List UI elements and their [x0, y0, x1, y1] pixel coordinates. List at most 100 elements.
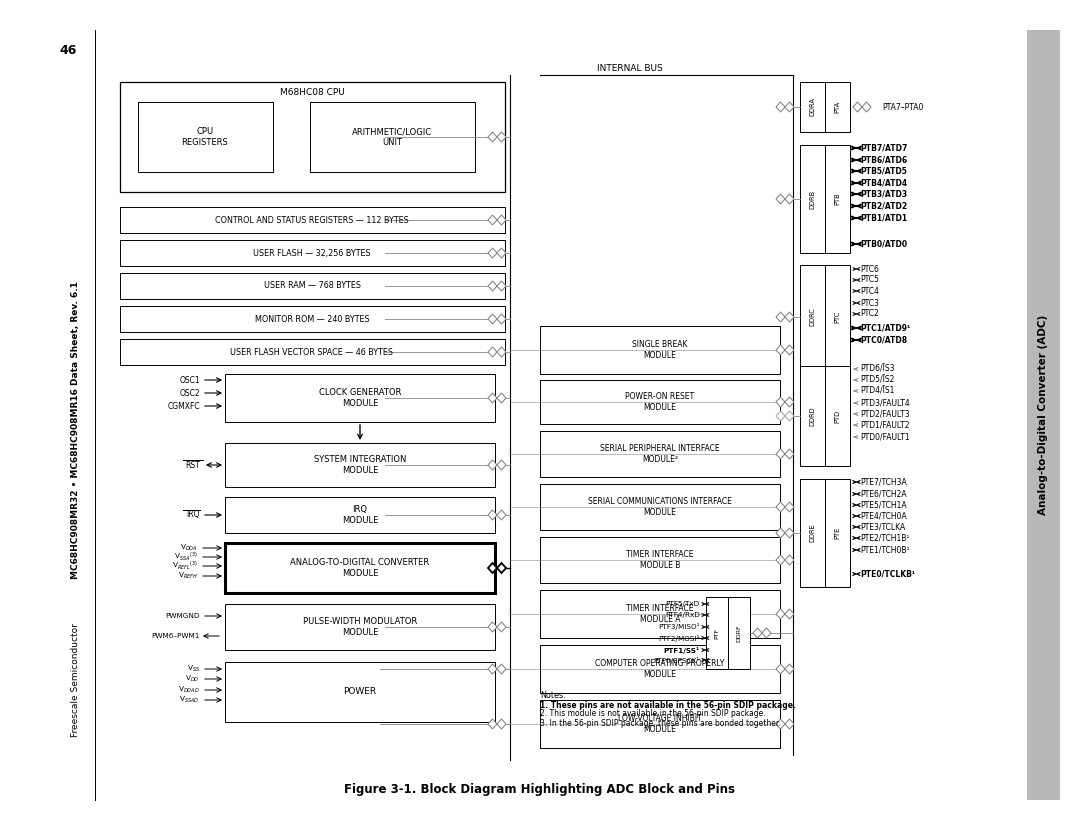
- Text: PTB5/ATD5: PTB5/ATD5: [860, 167, 907, 175]
- Polygon shape: [777, 411, 785, 421]
- Text: PTD2/FAULT3: PTD2/FAULT3: [860, 409, 909, 419]
- Bar: [225, 543, 495, 593]
- Text: PTC0/ATD8: PTC0/ATD8: [860, 335, 907, 344]
- Text: IRQ
MODULE: IRQ MODULE: [341, 505, 378, 525]
- Text: PTD1/FAULT2: PTD1/FAULT2: [860, 420, 909, 430]
- Text: PTA7–PTA0: PTA7–PTA0: [882, 103, 923, 112]
- Text: PTF4/RxD: PTF4/RxD: [665, 612, 700, 618]
- Bar: [540, 484, 780, 530]
- Text: V$_{REFH}$: V$_{REFH}$: [178, 571, 198, 581]
- Polygon shape: [497, 347, 507, 357]
- Bar: [120, 207, 505, 233]
- Polygon shape: [762, 628, 771, 638]
- Polygon shape: [488, 347, 497, 357]
- Text: V$_{REFL}$$^{(3)}$: V$_{REFL}$$^{(3)}$: [172, 560, 198, 572]
- Polygon shape: [777, 194, 785, 204]
- Bar: [800, 82, 825, 132]
- Polygon shape: [777, 449, 785, 459]
- Text: Notes:: Notes:: [540, 691, 566, 700]
- Text: PTD0/FAULT1: PTD0/FAULT1: [860, 433, 909, 441]
- Polygon shape: [785, 397, 794, 407]
- Polygon shape: [785, 502, 794, 512]
- Polygon shape: [785, 411, 794, 421]
- Text: PTE2/TCH1B¹: PTE2/TCH1B¹: [860, 534, 909, 542]
- Bar: [540, 700, 780, 748]
- Text: PTC: PTC: [834, 311, 840, 324]
- Text: PTB0/ATD0: PTB0/ATD0: [860, 239, 907, 249]
- Text: V$_{SS}$: V$_{SS}$: [187, 664, 200, 674]
- Polygon shape: [497, 664, 507, 674]
- Bar: [825, 366, 850, 466]
- Text: 1. These pins are not available in the 56-pin SDIP package.: 1. These pins are not available in the 5…: [540, 701, 796, 710]
- Text: 2. This module is not available in the 56-pin SDIP package.: 2. This module is not available in the 5…: [540, 710, 766, 719]
- Text: PULSE-WIDTH MODULATOR
MODULE: PULSE-WIDTH MODULATOR MODULE: [302, 617, 417, 636]
- Text: PTC2: PTC2: [860, 309, 879, 319]
- Text: IRQ: IRQ: [187, 510, 200, 520]
- Text: PTE: PTE: [834, 527, 840, 539]
- Text: USER RAM — 768 BYTES: USER RAM — 768 BYTES: [264, 282, 361, 290]
- Bar: [120, 306, 505, 332]
- Bar: [800, 145, 825, 253]
- Text: DDRD: DDRD: [809, 406, 815, 426]
- Polygon shape: [488, 393, 497, 403]
- Text: USER FLASH VECTOR SPACE — 46 BYTES: USER FLASH VECTOR SPACE — 46 BYTES: [230, 348, 393, 356]
- Text: ANALOG-TO-DIGITAL CONVERTER
MODULE: ANALOG-TO-DIGITAL CONVERTER MODULE: [291, 558, 430, 578]
- Text: 3. In the 56-pin SDIP package, these pins are bonded together.: 3. In the 56-pin SDIP package, these pin…: [540, 719, 781, 727]
- Polygon shape: [785, 194, 794, 204]
- Bar: [225, 662, 495, 722]
- Polygon shape: [497, 393, 507, 403]
- Text: CONTROL AND STATUS REGISTERS — 112 BYTES: CONTROL AND STATUS REGISTERS — 112 BYTES: [215, 215, 409, 224]
- Text: CPU
REGISTERS: CPU REGISTERS: [181, 128, 228, 147]
- Text: PTE4/TCH0A: PTE4/TCH0A: [860, 511, 907, 520]
- Polygon shape: [497, 460, 507, 470]
- Text: PTC4: PTC4: [860, 287, 879, 295]
- Bar: [540, 590, 780, 638]
- Text: PTF5/TxD: PTF5/TxD: [665, 601, 700, 607]
- Text: OSC1: OSC1: [179, 375, 200, 384]
- Polygon shape: [488, 215, 497, 225]
- Text: TIMER INTERFACE
MODULE B: TIMER INTERFACE MODULE B: [626, 550, 693, 570]
- Polygon shape: [785, 555, 794, 565]
- Text: CLOCK GENERATOR
MODULE: CLOCK GENERATOR MODULE: [319, 389, 401, 408]
- Polygon shape: [497, 719, 507, 729]
- Bar: [120, 339, 505, 365]
- Text: POWER: POWER: [343, 687, 377, 696]
- Text: V$_{SSAD}$: V$_{SSAD}$: [179, 695, 200, 705]
- Bar: [800, 265, 825, 370]
- Text: Analog-to-Digital Converter (ADC): Analog-to-Digital Converter (ADC): [1038, 315, 1048, 515]
- Text: DDRF: DDRF: [737, 624, 742, 642]
- Text: V$_{DDAD}$: V$_{DDAD}$: [178, 685, 200, 695]
- Polygon shape: [785, 609, 794, 619]
- Polygon shape: [785, 345, 794, 355]
- Text: PTE5/TCH1A: PTE5/TCH1A: [860, 500, 906, 510]
- Text: PWM6–PWM1: PWM6–PWM1: [151, 633, 200, 639]
- Polygon shape: [785, 664, 794, 674]
- Text: PTD6/ĪS3: PTD6/ĪS3: [860, 364, 894, 374]
- Text: PTD5/ĪS2: PTD5/ĪS2: [860, 375, 894, 384]
- Bar: [825, 479, 850, 587]
- Text: Figure 3-1. Block Diagram Highlighting ADC Block and Pins: Figure 3-1. Block Diagram Highlighting A…: [345, 783, 735, 796]
- Polygon shape: [488, 281, 497, 291]
- Text: SYSTEM INTEGRATION
MODULE: SYSTEM INTEGRATION MODULE: [314, 455, 406, 475]
- Text: PTF3/MISO¹: PTF3/MISO¹: [659, 624, 700, 631]
- Text: SERIAL COMMUNICATIONS INTERFACE
MODULE: SERIAL COMMUNICATIONS INTERFACE MODULE: [589, 497, 732, 517]
- Polygon shape: [488, 664, 497, 674]
- Text: MC68HC908MR32 • MC68HC908MR16 Data Sheet, Rev. 6.1: MC68HC908MR32 • MC68HC908MR16 Data Sheet…: [71, 281, 81, 579]
- Polygon shape: [777, 502, 785, 512]
- Bar: [120, 240, 505, 266]
- Text: POWER-ON RESET
MODULE: POWER-ON RESET MODULE: [625, 392, 694, 412]
- Bar: [540, 645, 780, 693]
- Text: PTC1/ATD9¹: PTC1/ATD9¹: [860, 324, 910, 333]
- Polygon shape: [777, 312, 785, 322]
- Text: Freescale Semiconductor: Freescale Semiconductor: [71, 623, 81, 737]
- Polygon shape: [488, 132, 497, 142]
- Bar: [825, 82, 850, 132]
- Bar: [225, 374, 495, 422]
- Text: PTE0/TCLKB¹: PTE0/TCLKB¹: [860, 570, 915, 579]
- Polygon shape: [777, 664, 785, 674]
- Bar: [540, 431, 780, 477]
- Text: INTERNAL BUS: INTERNAL BUS: [597, 63, 663, 73]
- Text: RST: RST: [186, 460, 200, 470]
- Polygon shape: [777, 102, 785, 112]
- Text: PTC5: PTC5: [860, 275, 879, 284]
